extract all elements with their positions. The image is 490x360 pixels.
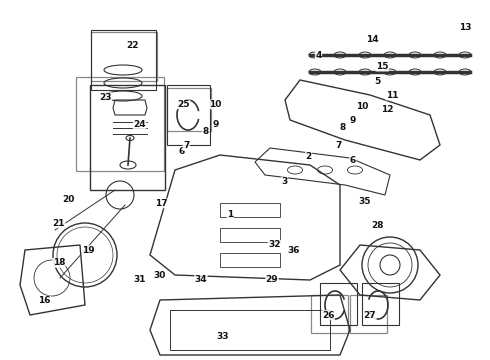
Text: 19: 19 [82,246,95,255]
Text: 13: 13 [459,23,472,32]
Text: 7: 7 [183,141,190,150]
Text: 24: 24 [133,120,146,129]
Text: 5: 5 [374,77,380,86]
Text: 32: 32 [268,240,281,249]
Bar [91,32,157,81]
Text: 3: 3 [281,177,287,186]
Bar [320,283,357,325]
Text: 7: 7 [335,141,342,150]
Bar [350,295,387,333]
Text: 33: 33 [217,332,229,341]
Bar [90,85,165,190]
Text: 31: 31 [133,275,146,284]
Text: 30: 30 [153,271,166,280]
Text: 27: 27 [364,310,376,320]
Bar [91,30,156,90]
Text: 11: 11 [386,91,398,100]
Text: 14: 14 [366,35,379,44]
Text: 16: 16 [38,296,50,305]
Bar [362,283,399,325]
Bar [311,295,348,333]
Text: 36: 36 [288,246,300,255]
Text: 12: 12 [381,105,393,114]
Text: 2: 2 [306,152,312,161]
Text: 9: 9 [349,116,356,125]
Text: 8: 8 [340,123,346,132]
Text: 6: 6 [350,156,356,165]
Text: 15: 15 [376,62,389,71]
Text: 25: 25 [177,100,190,109]
Text: 1: 1 [227,210,233,219]
Text: 23: 23 [99,93,112,102]
Text: 21: 21 [52,219,65,228]
Text: 20: 20 [62,195,75,204]
Bar [170,310,330,350]
Text: 8: 8 [203,127,209,136]
Text: 10: 10 [356,102,369,111]
Text: 28: 28 [371,220,384,230]
Text: 22: 22 [126,41,139,50]
Bar [220,228,280,242]
Text: 35: 35 [359,197,371,206]
Bar [167,88,211,131]
Bar [220,253,280,267]
Text: 18: 18 [52,258,65,267]
Bar [76,77,164,171]
Bar [167,85,210,145]
Bar [220,203,280,217]
Text: 9: 9 [212,120,219,129]
Text: 6: 6 [178,147,184,156]
Text: 4: 4 [315,51,322,60]
Text: 29: 29 [266,275,278,284]
Text: 26: 26 [322,310,335,320]
Text: 17: 17 [155,199,168,208]
Text: 10: 10 [209,100,222,109]
Text: 34: 34 [195,275,207,284]
